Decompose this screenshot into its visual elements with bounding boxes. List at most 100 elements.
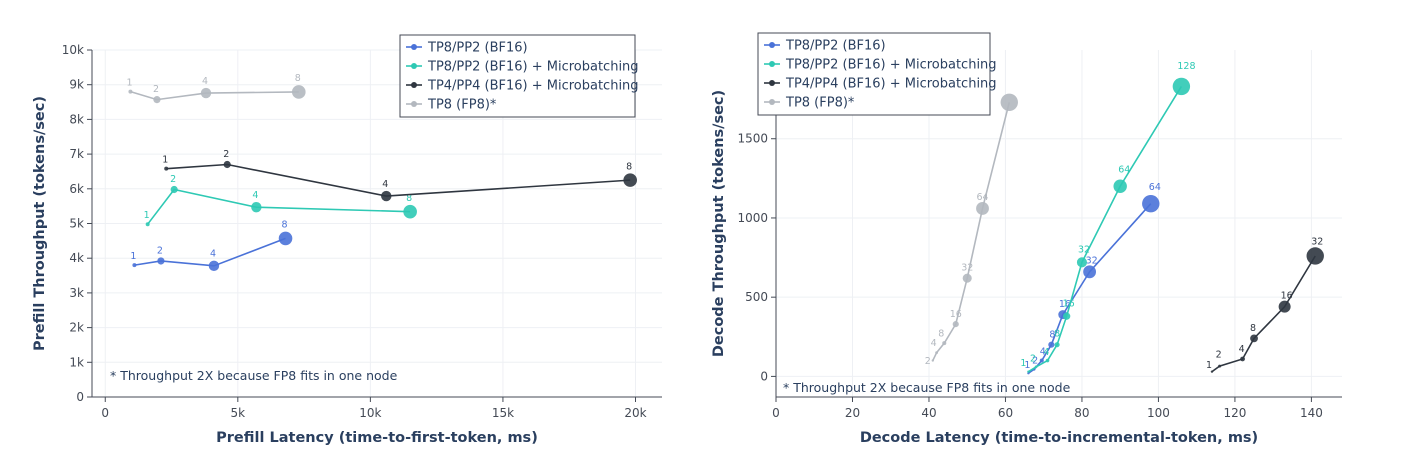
data-label: 8 <box>1250 323 1256 334</box>
data-point <box>1000 93 1018 111</box>
data-point <box>164 166 169 171</box>
data-label: 8 <box>282 220 288 231</box>
x-tick-label: 15k <box>492 406 514 420</box>
data-point <box>1250 334 1258 343</box>
data-label: 1 <box>130 251 136 262</box>
y-tick-label: 0 <box>760 369 768 383</box>
legend-swatch-marker <box>411 63 417 69</box>
x-tick-label: 40 <box>921 406 936 420</box>
data-label: 8 <box>1054 329 1060 340</box>
data-point <box>291 85 306 99</box>
legend-swatch-marker <box>411 44 417 50</box>
data-label: 4 <box>210 249 216 260</box>
annotation-note: * Throughput 2X because FP8 fits in one … <box>783 380 1071 395</box>
series-2: 1 2 4 8 <box>144 174 417 227</box>
y-tick-label: 2k <box>69 321 84 335</box>
legend-box <box>757 32 991 116</box>
legend-label: TP8/PP2 (BF16) <box>427 41 528 56</box>
legend: TP8/PP2 (BF16) TP8/PP2 (BF16) + Microbatc… <box>757 32 997 116</box>
data-label: 8 <box>938 328 944 339</box>
annotation-note: * Throughput 2X because FP8 fits in one … <box>110 368 398 383</box>
y-axis-title: Prefill Throughput (tokens/sec) <box>32 96 48 351</box>
x-tick-label: 20k <box>624 406 646 420</box>
series-line <box>147 188 411 225</box>
series-4: 1 2 4 8 <box>126 73 306 104</box>
x-tick-label: 0 <box>772 406 780 420</box>
y-axis-title: Decode Throughput (tokens/sec) <box>711 90 727 357</box>
data-point <box>403 204 417 219</box>
data-point <box>153 96 161 104</box>
data-point <box>935 351 939 355</box>
y-tick-label: 9k <box>69 78 84 92</box>
data-point <box>132 263 137 268</box>
data-label: 4 <box>931 338 937 349</box>
series-line <box>130 90 299 101</box>
data-point <box>931 359 934 362</box>
data-label: 64 <box>1149 182 1161 193</box>
data-label: 16 <box>1281 290 1293 301</box>
legend-swatch-marker <box>769 42 775 48</box>
legend-label: TP8 (FP8)* <box>785 96 855 111</box>
data-label: 1 <box>1020 358 1026 369</box>
data-label: 8 <box>626 161 632 172</box>
data-point <box>1113 179 1127 193</box>
x-tick-label: 120 <box>1223 406 1246 420</box>
series-3: 12 48 16 32 <box>1206 237 1324 373</box>
data-label: 2 <box>1030 353 1036 364</box>
data-point <box>1076 257 1087 268</box>
chart-panel-2: 0 500 1000 1500 0 20 40 60 80 100 120 140 Decode Lat… <box>711 32 1342 446</box>
data-label: 8 <box>295 73 301 84</box>
data-point <box>942 341 947 346</box>
data-label: 4 <box>1239 344 1245 355</box>
legend-box <box>399 34 636 118</box>
data-label: 16 <box>950 309 962 320</box>
data-label: 1 <box>1206 360 1212 371</box>
y-tick-label: 3k <box>69 286 84 300</box>
y-tick-label: 10k <box>62 43 84 57</box>
data-point <box>1048 341 1055 348</box>
data-point <box>952 321 959 328</box>
y-tick-label: 1k <box>69 355 84 369</box>
data-point <box>1039 358 1044 363</box>
legend-swatch-marker <box>769 61 775 67</box>
data-label: 8 <box>406 193 412 204</box>
data-point <box>223 160 231 169</box>
data-point <box>1306 247 1324 265</box>
data-label: 32 <box>1311 237 1323 248</box>
data-label: 2 <box>153 84 159 95</box>
data-label: 2 <box>925 356 931 367</box>
legend-label: TP8/PP2 (BF16) + Microbatching <box>785 58 997 73</box>
data-point <box>278 231 293 246</box>
data-label: 1 <box>126 78 132 89</box>
data-label: 16 <box>1059 299 1071 310</box>
data-label: 64 <box>1118 165 1130 176</box>
data-label: 16 <box>1063 299 1075 310</box>
data-label: 2 <box>223 149 229 160</box>
data-point <box>208 260 220 272</box>
data-label: 2 <box>157 245 163 256</box>
data-label: 4 <box>1040 347 1046 358</box>
x-tick-label: 140 <box>1300 406 1323 420</box>
series-1: 1 2 4 8 <box>130 220 293 272</box>
x-tick-label: 100 <box>1147 406 1170 420</box>
data-label: 1 <box>1024 360 1030 371</box>
legend-swatch-marker <box>411 82 417 88</box>
data-label: 8 <box>1049 329 1055 340</box>
data-label: 64 <box>977 192 989 203</box>
legend-swatch-marker <box>769 99 775 105</box>
data-point <box>1083 265 1097 279</box>
series-line <box>1211 255 1316 373</box>
data-point <box>1218 364 1222 368</box>
data-label: 4 <box>252 190 258 201</box>
data-label: 32 <box>961 262 973 273</box>
data-point <box>623 173 637 187</box>
data-point <box>1240 356 1245 362</box>
x-axis-title: Decode Latency (time-to-incremental-toke… <box>860 430 1258 446</box>
data-point <box>1142 194 1160 213</box>
x-tick-label: 10k <box>359 406 381 420</box>
chart-panel-1: 0 1k 2k 3k 4k 5k 6k 7k 8k 9k 10k 0 5k 10k 15k 20k Prefil… <box>32 34 662 446</box>
legend-label: TP4/PP4 (BF16) + Microbatching <box>427 79 639 94</box>
